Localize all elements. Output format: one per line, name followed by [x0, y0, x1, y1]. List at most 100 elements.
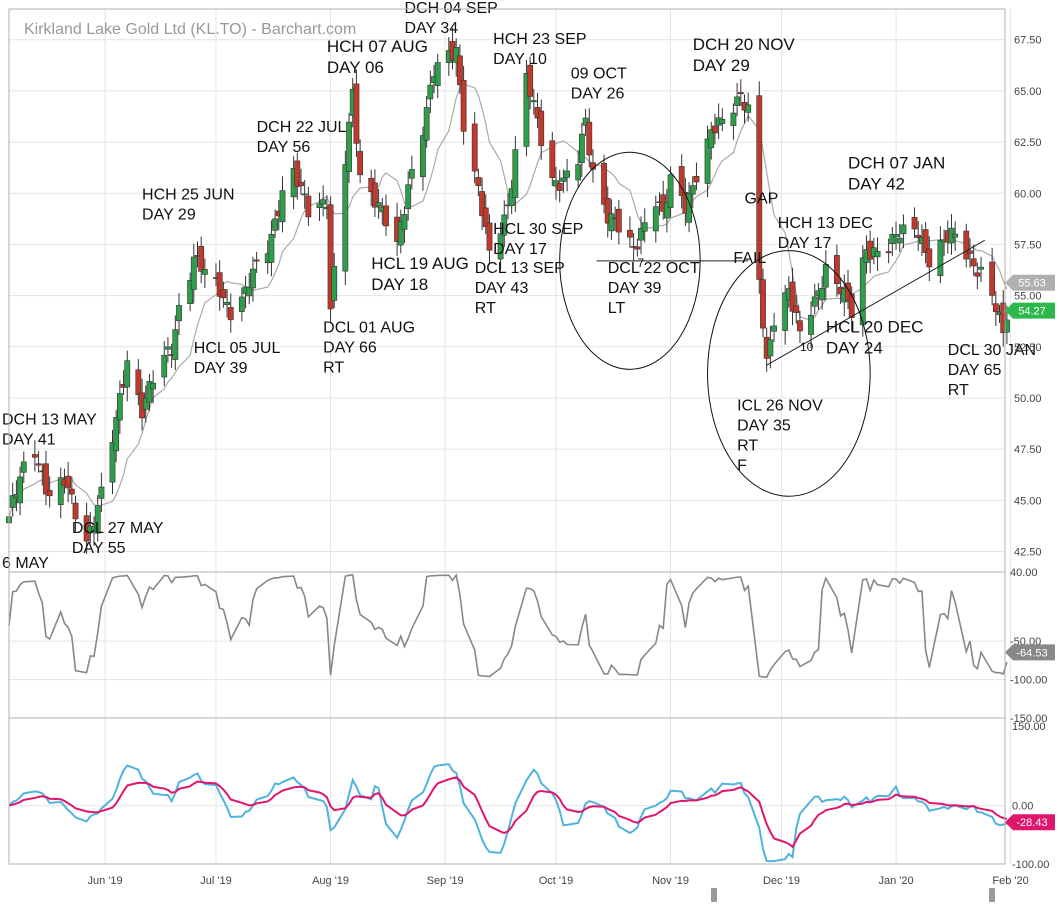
candle-down [220, 281, 227, 308]
candle-body [575, 164, 582, 181]
candle-up [900, 214, 907, 249]
candle-up [893, 221, 899, 250]
candle-body [512, 149, 519, 198]
candle-body [161, 354, 168, 378]
price-tick-label: 50.00 [1014, 393, 1042, 405]
candle-down [974, 262, 981, 290]
macd-panel-frame [8, 717, 1006, 865]
annotation-line: HCH 13 DEC [778, 215, 873, 232]
candle-up [704, 125, 711, 198]
cycle-annotation: FAIL [733, 250, 766, 267]
candle-up [578, 122, 585, 177]
annotation-line: 10 [800, 340, 814, 354]
annotation-line: HCL 05 JUL [194, 340, 281, 357]
candle-up [268, 220, 275, 277]
candle-body [767, 339, 774, 357]
candle-body [17, 476, 23, 504]
candle-body [31, 454, 38, 458]
candle-body [405, 184, 412, 210]
candle-body [401, 214, 408, 230]
candle-body [20, 461, 27, 473]
cycle-annotation: HCL 05 JUL DAY 39 [194, 340, 281, 377]
candle-up [238, 287, 245, 322]
candle-body [172, 329, 179, 360]
candle-down [475, 168, 482, 197]
annotation-line: DAY 56 [257, 139, 311, 156]
oscillator-value-badge-text: -64.53 [1016, 647, 1047, 659]
cycle-annotation: HCH 25 JUN DAY 29 [142, 186, 234, 223]
candle-body [704, 138, 711, 184]
candle-body [530, 100, 537, 103]
candle-down [789, 267, 796, 326]
oscillator-value-badge-shape [1005, 644, 1055, 661]
candle-up [734, 82, 741, 117]
candle-body [974, 272, 981, 277]
annotation-line: DAY 34 [404, 20, 458, 37]
candle-body [9, 495, 16, 508]
candle-body [501, 214, 508, 236]
candle-body [98, 486, 105, 499]
cycle-annotation: HCL 30 SEP DAY 17 [493, 221, 583, 258]
osc-tick-label: -100.00 [1010, 675, 1047, 687]
candle-body [601, 162, 607, 205]
candle-body [146, 381, 153, 403]
candle-body [246, 286, 253, 297]
candle-body [730, 112, 737, 126]
candle-body [922, 229, 929, 253]
cycle-circle [559, 151, 701, 370]
candle-body [357, 151, 364, 176]
candle-up [172, 315, 179, 371]
candle-up [405, 171, 412, 221]
candle-up [246, 272, 253, 305]
candle-body [874, 251, 881, 258]
candle-body [268, 233, 275, 263]
annotation-line: HCL 20 DEC [826, 317, 924, 336]
candle-body [342, 164, 349, 272]
candle-body [797, 320, 803, 332]
candle-down [634, 238, 641, 257]
candle-body [819, 288, 826, 301]
candle-down [760, 268, 766, 338]
cycle-annotation: 7 [637, 256, 644, 270]
candle-body [224, 301, 230, 306]
candle-body [301, 193, 308, 196]
cycle-annotation: DCL 13 SEP DAY 43 RT [475, 260, 565, 317]
candle-down [68, 476, 75, 504]
candle-body [201, 269, 208, 275]
candle-up [638, 216, 644, 255]
date-tick-label: Feb '20 [992, 875, 1028, 887]
candle-down [35, 451, 42, 473]
candle-up [896, 223, 903, 253]
candle-body [811, 296, 818, 307]
candle-up [937, 226, 944, 284]
candle-up [301, 180, 308, 209]
candle-down [482, 194, 489, 235]
candle-body [1000, 302, 1007, 334]
last-price-badge-shape [1005, 302, 1055, 319]
candle-up [142, 385, 149, 423]
candle-up [564, 159, 570, 192]
chart-title: Kirkland Lake Gold Ltd (KL.TO) - Barchar… [24, 21, 356, 38]
annotation-line: HCL 19 AUG [371, 254, 469, 273]
candle-body [453, 46, 460, 63]
candle-body [970, 258, 977, 267]
candle-down [627, 216, 633, 248]
candle-body [372, 182, 378, 208]
candle-body [627, 229, 633, 238]
candle-down [31, 440, 38, 472]
candle-body [423, 107, 430, 141]
candle-body [967, 250, 973, 254]
candle-body [279, 190, 286, 223]
candle-up [811, 283, 818, 315]
annotation-line: DAY 55 [72, 540, 126, 557]
annotation-line: DAY 39 [194, 360, 248, 377]
candle-body [427, 84, 434, 100]
candle-up [708, 121, 715, 160]
candle-body [782, 292, 789, 331]
cycle-annotation: 6 MAY [2, 555, 49, 572]
candle-body [408, 169, 415, 179]
candle-up [272, 209, 279, 238]
candle-down [834, 244, 840, 297]
candle-up [397, 209, 404, 254]
candle-body [227, 307, 234, 321]
